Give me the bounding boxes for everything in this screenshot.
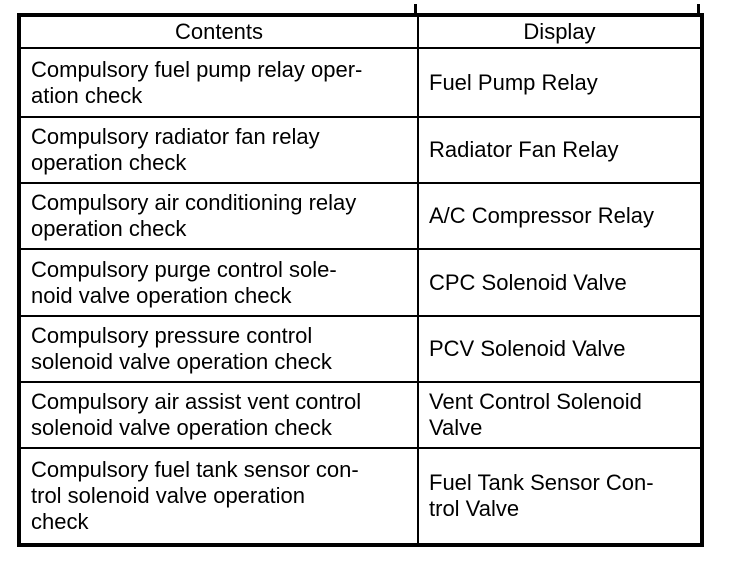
table-header-row: Contents Display [18,14,703,49]
table-row: Compulsory air conditioning relay operat… [18,182,703,250]
display-cell: Fuel Tank Sensor Con- trol Valve [417,447,703,546]
display-cell: A/C Compressor Relay [417,182,703,250]
contents-cell: Compulsory air assist vent control solen… [18,381,419,449]
display-cell: PCV Solenoid Valve [417,315,703,383]
contents-cell: Compulsory pressure control solenoid val… [18,315,419,383]
scan-artifact-tick [414,4,417,15]
display-cell: Radiator Fan Relay [417,116,703,184]
table-row: Compulsory air assist vent control solen… [18,381,703,449]
contents-cell: Compulsory purge control sole- noid valv… [18,248,419,317]
table-row: Compulsory fuel pump relay oper- ation c… [18,47,703,118]
contents-cell: Compulsory fuel pump relay oper- ation c… [18,47,419,118]
table-row: Compulsory fuel tank sensor con- trol so… [18,447,703,546]
display-cell: Fuel Pump Relay [417,47,703,118]
contents-cell: Compulsory radiator fan relay operation … [18,116,419,184]
column-header-contents: Contents [18,14,419,49]
contents-cell: Compulsory air conditioning relay operat… [18,182,419,250]
table-row: Compulsory pressure control solenoid val… [18,315,703,383]
column-header-display: Display [417,14,703,49]
scan-artifact-tick [697,4,700,15]
table-row: Compulsory purge control sole- noid valv… [18,248,703,317]
display-cell: CPC Solenoid Valve [417,248,703,317]
contents-cell: Compulsory fuel tank sensor con- trol so… [18,447,419,546]
display-cell: Vent Control Solenoid Valve [417,381,703,449]
operation-check-table: Contents Display Compulsory fuel pump re… [17,13,704,547]
table-row: Compulsory radiator fan relay operation … [18,116,703,184]
